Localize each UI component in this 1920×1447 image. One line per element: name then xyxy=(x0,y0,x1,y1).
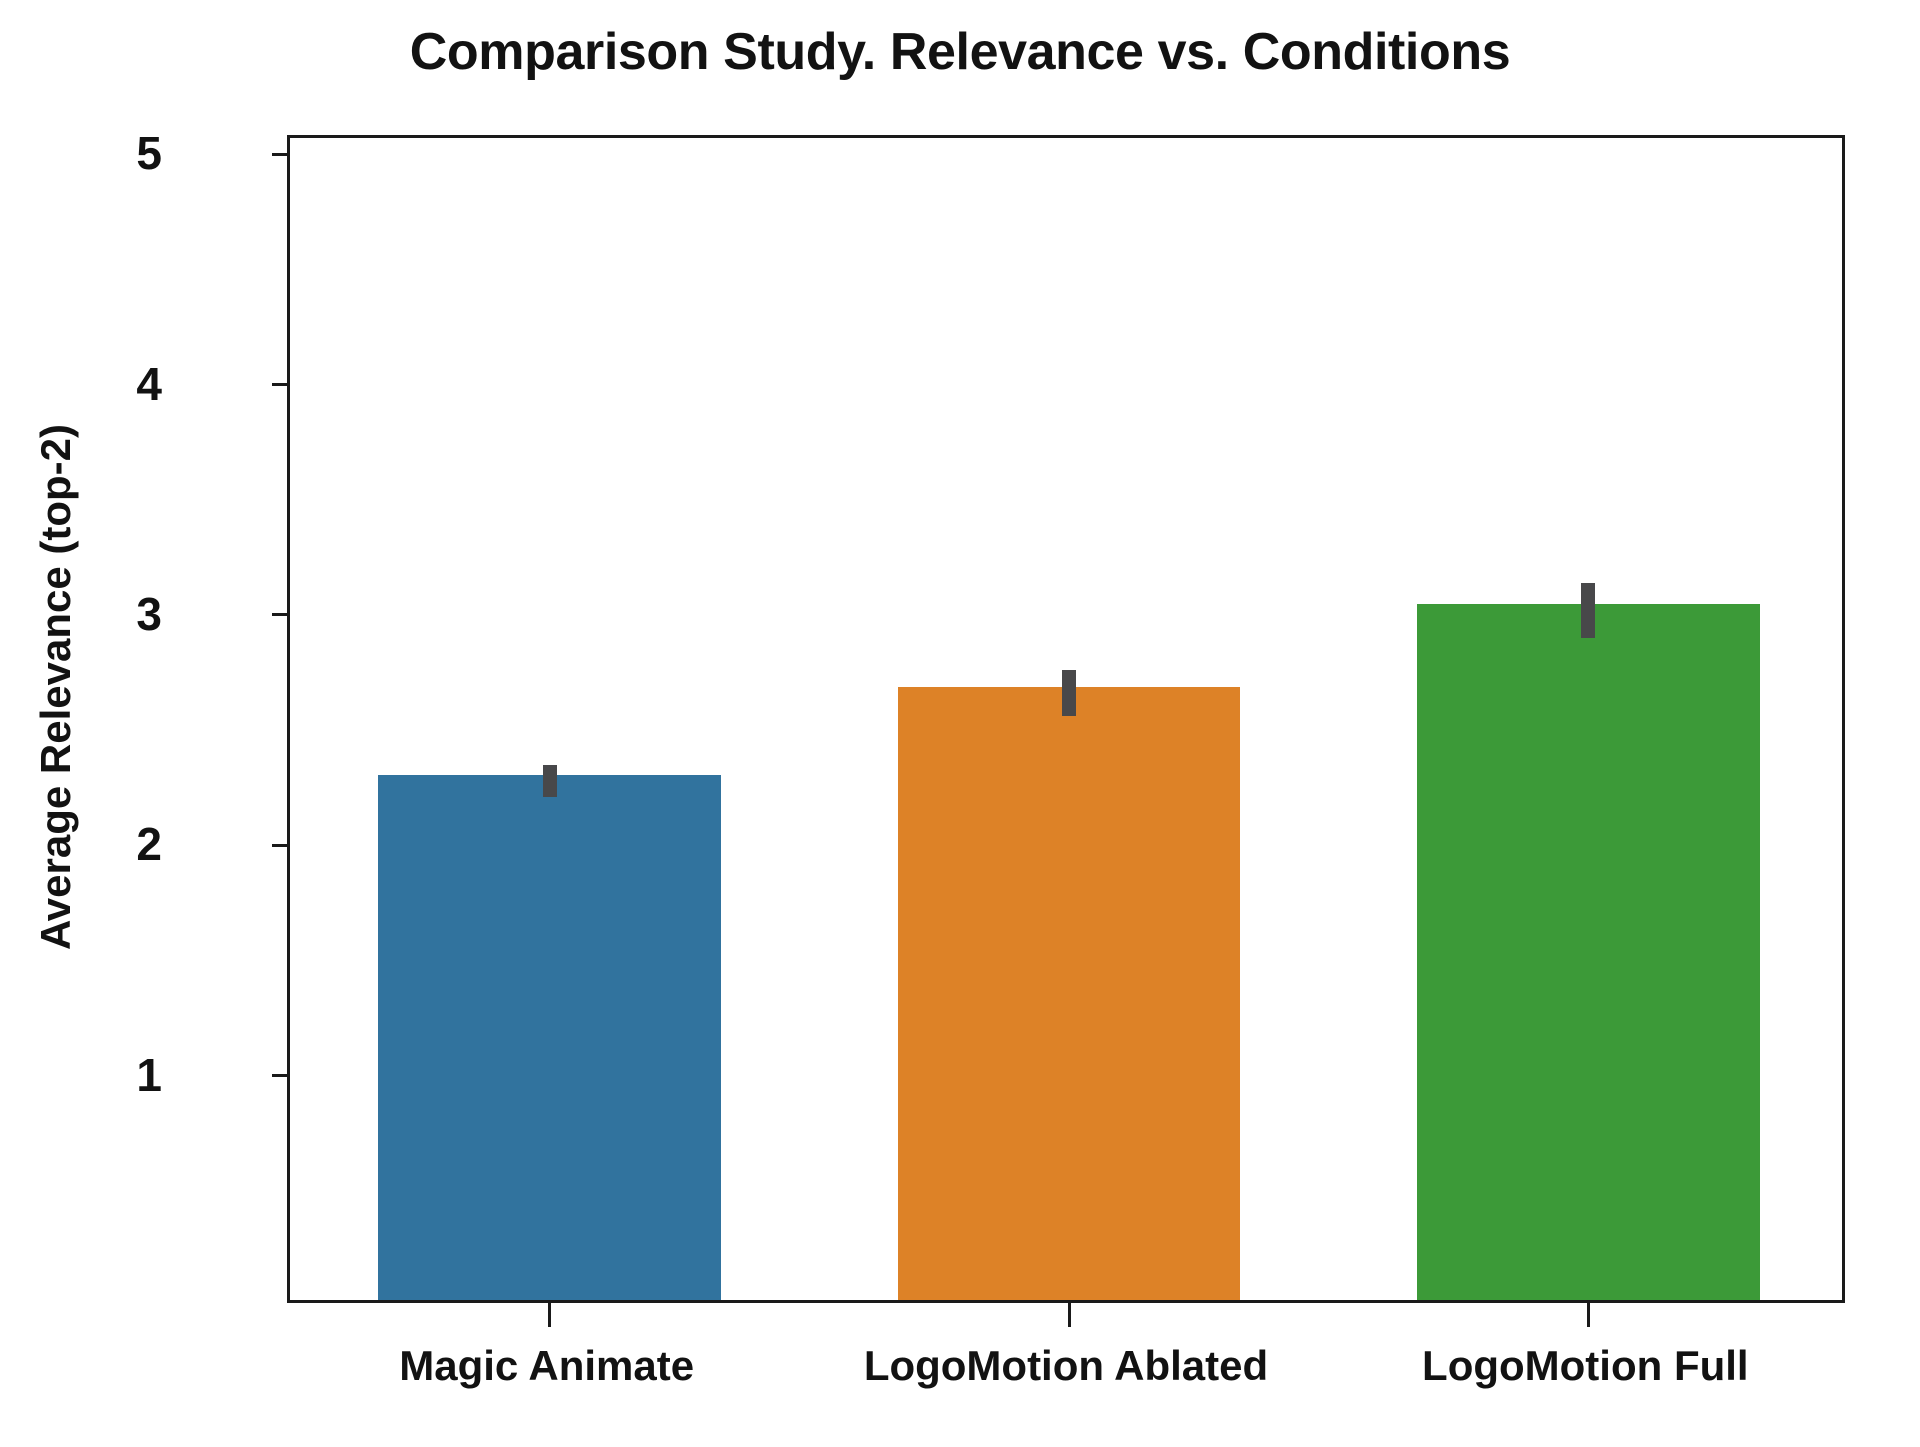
y-axis-label: Average Relevance (top-2) xyxy=(32,424,79,950)
y-tick-label: 4 xyxy=(136,357,162,410)
y-tick-label: 2 xyxy=(136,818,162,871)
x-tick-mark xyxy=(1586,1303,1590,1327)
y-tick-label: 5 xyxy=(136,127,162,180)
y-tick-mark xyxy=(272,152,290,156)
y-tick-mark xyxy=(272,383,290,386)
y-tick-mark xyxy=(272,1074,290,1078)
y-tick-mark xyxy=(272,613,290,617)
page-title: Comparison Study. Relevance vs. Conditio… xyxy=(409,23,1511,81)
x-tick-mark xyxy=(548,1303,552,1327)
plot-area: 1 2 3 4 5 xyxy=(136,130,1845,1327)
y-tick-mark xyxy=(272,843,290,847)
x-tick-label: LogoMotion Ablated xyxy=(863,1342,1269,1389)
bar-magic-animate xyxy=(378,774,722,1300)
y-tick-label: 1 xyxy=(136,1048,162,1101)
error-bar xyxy=(1062,670,1076,717)
x-tick-label: LogoMotion Full xyxy=(1422,1342,1749,1389)
y-tick-label: 3 xyxy=(136,587,162,640)
bar-logomotion-full xyxy=(1416,604,1760,1300)
error-bar xyxy=(1581,582,1596,638)
x-tick-mark xyxy=(1067,1303,1071,1327)
error-bar xyxy=(542,764,557,797)
bar-logomotion-ablated xyxy=(897,687,1241,1300)
x-tick-label: Magic Animate xyxy=(399,1342,695,1389)
